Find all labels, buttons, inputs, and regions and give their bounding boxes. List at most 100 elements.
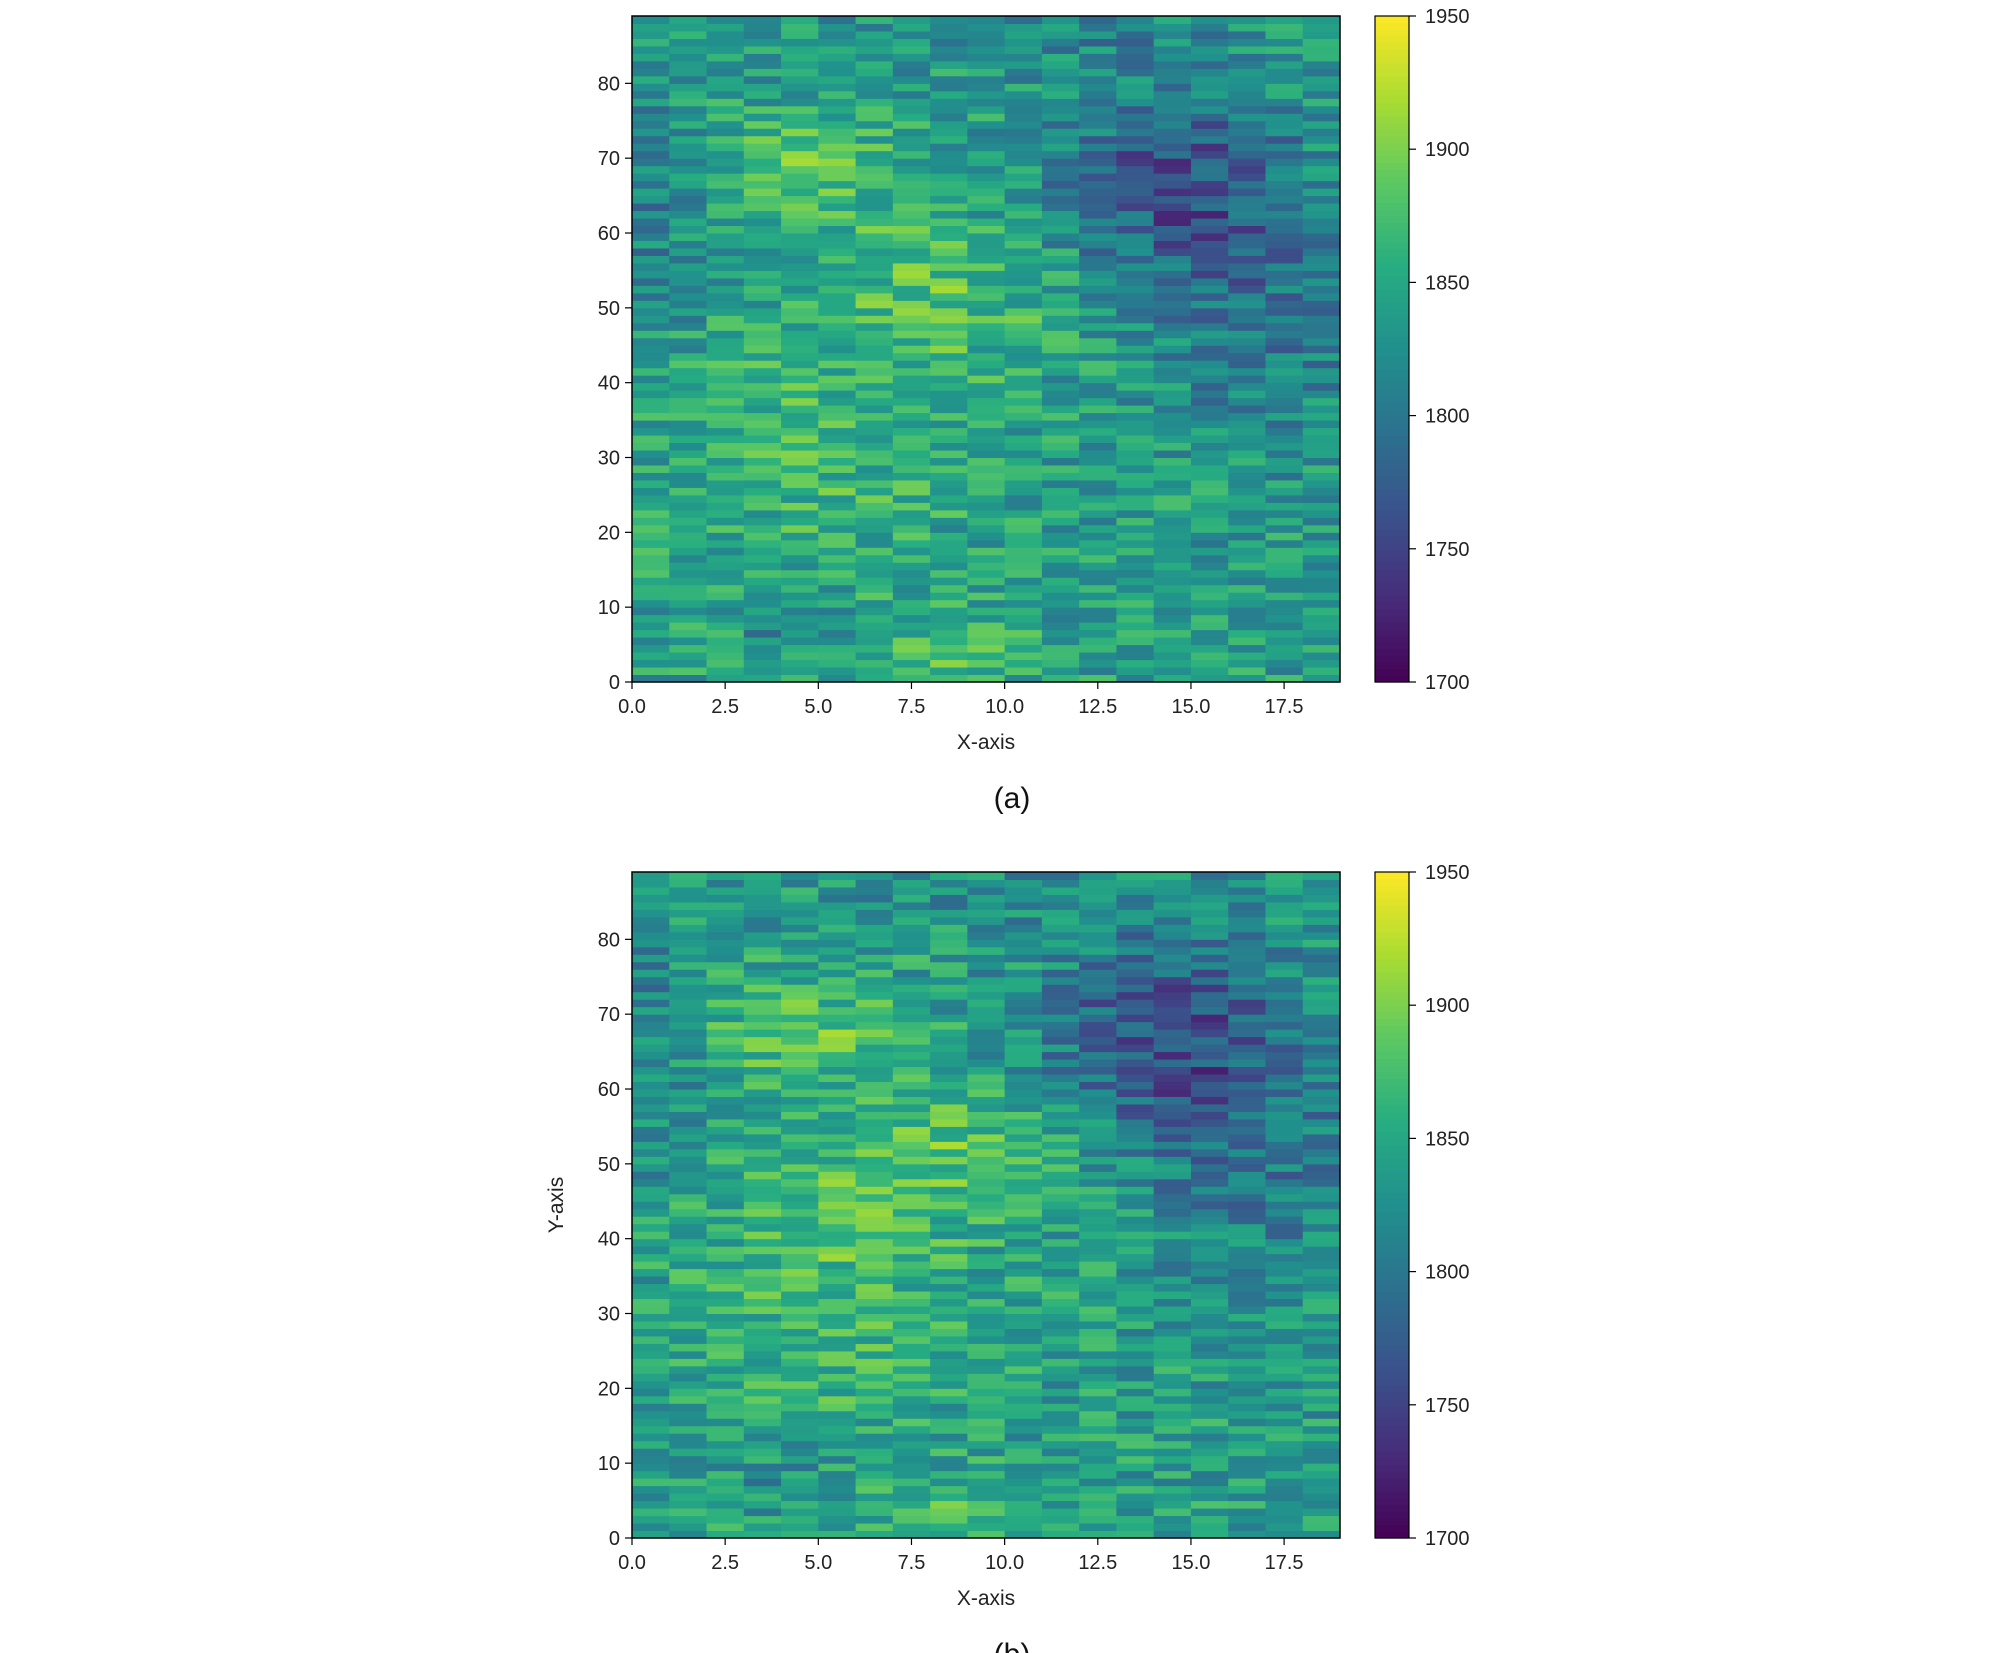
heatmap-cell (1228, 1044, 1266, 1053)
heatmap-cell (706, 315, 745, 324)
heatmap-cell (1190, 1051, 1229, 1060)
heatmap-cell (892, 1066, 931, 1075)
heatmap-cell (669, 173, 708, 182)
x-tick-label: 17.5 (1265, 696, 1304, 718)
heatmap-cell (930, 502, 968, 511)
heatmap-cell (632, 360, 670, 369)
heatmap-cell (1302, 262, 1341, 271)
heatmap-cell (781, 901, 819, 910)
colorbar-segment (1375, 1391, 1409, 1399)
colorbar-tick-label: 1750 (1425, 539, 1470, 561)
heatmap-cell (1228, 120, 1266, 129)
heatmap-cell (1228, 1508, 1266, 1517)
heatmap-cell (1190, 68, 1229, 77)
heatmap-cell (1265, 45, 1304, 54)
heatmap-cell (1079, 1171, 1117, 1180)
heatmap-cell (743, 1350, 782, 1359)
colorbar-segment (1375, 122, 1409, 130)
heatmap-cell (743, 1201, 782, 1210)
heatmap-cell (1153, 1380, 1192, 1389)
heatmap-cell (818, 909, 857, 918)
heatmap-cell (1190, 337, 1229, 346)
heatmap-cell (781, 315, 819, 324)
heatmap-cell (1302, 1178, 1341, 1187)
heatmap-cell (892, 1350, 931, 1359)
heatmap-cell (855, 1358, 894, 1367)
heatmap-cell (743, 614, 782, 623)
heatmap-cell (1228, 53, 1266, 62)
heatmap-cell (1228, 894, 1266, 903)
heatmap-cell (1116, 1044, 1155, 1053)
heatmap-cell (1228, 420, 1266, 429)
heatmap-cell (632, 1103, 670, 1112)
heatmap-cell (706, 1089, 745, 1097)
heatmap-cell (669, 1433, 708, 1442)
heatmap-cell (1004, 150, 1043, 159)
heatmap-cell (1079, 1029, 1117, 1038)
heatmap-cell (967, 1178, 1006, 1187)
heatmap-cell (1079, 554, 1117, 563)
heatmap-cell (1004, 262, 1043, 271)
heatmap-cell (1041, 337, 1080, 346)
heatmap-cell (1079, 532, 1117, 541)
x-ticks-b: 0.0 2.5 5.0 7.5 10.0 12.5 15.0 17.5 (618, 1538, 1304, 1574)
heatmap-cell (967, 450, 1006, 458)
heatmap-cell (967, 60, 1006, 69)
heatmap-cell (1116, 614, 1155, 623)
heatmap-cell (706, 517, 745, 526)
heatmap-cell (1004, 113, 1043, 122)
heatmap-cell (1190, 1276, 1229, 1285)
heatmap-cell (781, 210, 819, 219)
heatmap-cell (1228, 225, 1266, 234)
heatmap-cell (855, 562, 894, 571)
heatmap-cell (743, 435, 782, 444)
heatmap-cell (1004, 1478, 1043, 1487)
heatmap-cell (1190, 652, 1229, 661)
heatmap-cell (1190, 1103, 1229, 1112)
heatmap-cell (1079, 292, 1117, 301)
heatmap-cell (855, 38, 894, 47)
heatmap-cell (1041, 75, 1080, 84)
heatmap-cell (855, 315, 894, 324)
heatmap-cell (818, 1425, 857, 1434)
heatmap-cell (1190, 1186, 1229, 1195)
heatmap-cell (632, 188, 670, 197)
heatmap-cell (1153, 98, 1192, 107)
heatmap-cell (855, 652, 894, 661)
heatmap-cell (1265, 285, 1304, 294)
heatmap-cell (967, 1365, 1006, 1374)
heatmap-cell (1041, 180, 1080, 189)
heatmap-cell (892, 1246, 931, 1255)
heatmap-cell (706, 1208, 745, 1217)
heatmap-cell (1041, 562, 1080, 571)
heatmap-cell (1116, 502, 1155, 511)
heatmap-cell (967, 954, 1006, 963)
heatmap-cell (967, 1006, 1006, 1015)
heatmap-cell (1190, 98, 1229, 107)
heatmap-cell (1041, 984, 1080, 993)
heatmap-cell (1190, 1448, 1229, 1457)
heatmap-cell (967, 1410, 1006, 1419)
heatmap-cell (743, 262, 782, 271)
colorbar-segment (1375, 1131, 1409, 1139)
heatmap-cell (669, 180, 708, 189)
heatmap-cell (1153, 1171, 1192, 1180)
heatmap-cell (1079, 1403, 1117, 1412)
heatmap-cell (818, 45, 857, 54)
heatmap-cell (1079, 1373, 1117, 1382)
heatmap-cell (1153, 1126, 1192, 1135)
heatmap-cell (1190, 180, 1229, 189)
heatmap-cell (1079, 360, 1117, 369)
heatmap-cell (1190, 894, 1229, 903)
y-axis-label-b: Y-axis (545, 1177, 568, 1233)
heatmap-cell (1302, 195, 1341, 204)
heatmap-cell (1265, 435, 1304, 444)
heatmap-cell (632, 1261, 670, 1270)
heatmap-cell (1041, 532, 1080, 541)
heatmap-cell (967, 105, 1006, 114)
heatmap-cell (818, 1291, 857, 1300)
heatmap-cell (1302, 599, 1341, 608)
heatmap-cell (1265, 954, 1304, 963)
heatmap-cell (1190, 150, 1229, 159)
heatmap-cell (818, 277, 857, 286)
